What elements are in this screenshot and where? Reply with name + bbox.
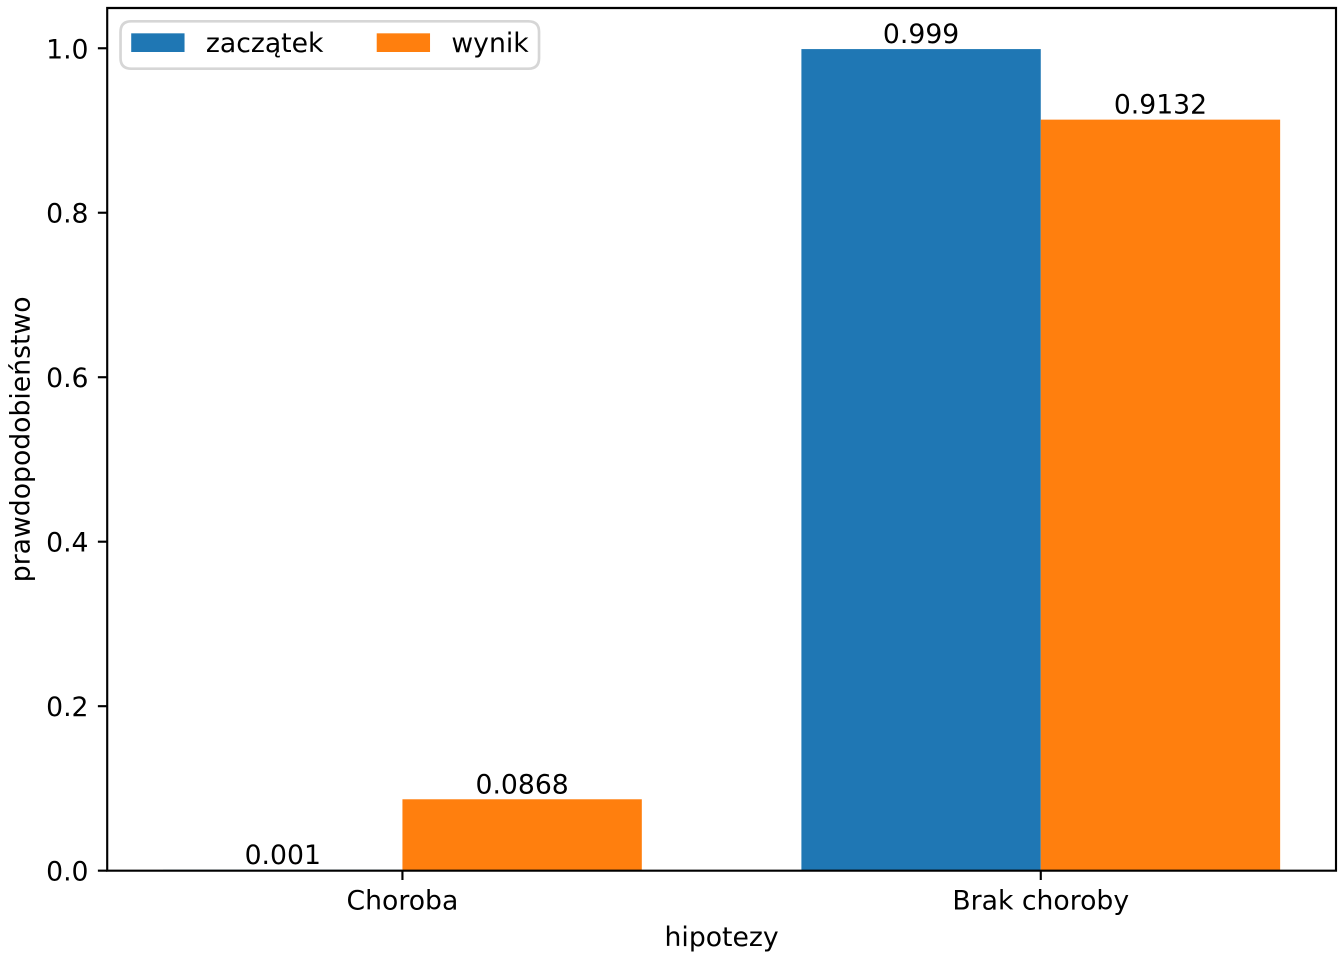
y-tick-label: 1.0 [46, 34, 88, 65]
y-axis-label: prawdopodobieństwo [6, 296, 37, 582]
legend: zaczątek wynik [119, 19, 541, 71]
bar-wynik-Brak choroby [1040, 119, 1281, 871]
bar-value-labels: 0.001 0.999 0.0868 0.9132 [245, 19, 1208, 871]
bar-zaczątek-Brak choroby [801, 49, 1041, 871]
y-tick-label: 0.2 [46, 692, 88, 723]
legend-label-wynik: wynik [451, 28, 529, 59]
x-tick-label: Brak choroby [952, 885, 1129, 916]
x-ticks: Choroba Brak choroby [347, 870, 1129, 916]
y-tick-label: 0.4 [46, 528, 88, 559]
legend-label-zaczatek: zaczątek [206, 28, 324, 59]
bar-value-label: 0.9132 [1114, 90, 1207, 121]
y-tick-label: 0.0 [46, 857, 88, 888]
x-axis-label: hipotezy [665, 922, 779, 953]
bar-value-label: 0.0868 [475, 769, 568, 800]
bar-wynik-Choroba [402, 799, 642, 871]
legend-swatch-wynik [376, 33, 431, 52]
bars-layer [163, 49, 1281, 871]
x-tick-label: Choroba [347, 885, 459, 916]
y-tick-label: 0.8 [46, 199, 88, 230]
bar-value-label: 0.001 [245, 840, 321, 871]
axes-spines [106, 6, 1338, 872]
y-tick-label: 0.6 [46, 363, 88, 394]
bar-value-label: 0.999 [883, 19, 959, 50]
legend-frame [119, 19, 541, 71]
y-ticks: 0.0 0.2 0.4 0.6 0.8 1.0 [46, 34, 108, 888]
legend-swatch-zaczatek [131, 33, 185, 52]
